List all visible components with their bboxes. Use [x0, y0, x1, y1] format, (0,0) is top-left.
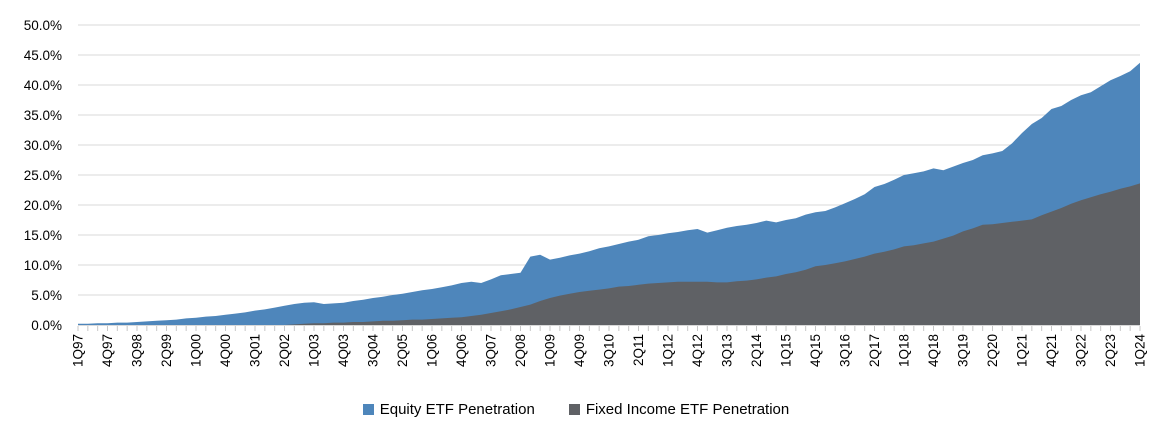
x-axis-label: 2Q23 — [1103, 334, 1118, 367]
x-axis-label: 3Q13 — [720, 334, 735, 367]
legend-item-fixed-income: Fixed Income ETF Penetration — [568, 401, 790, 418]
plot-area: 0.0% 5.0% 10.0% 15.0% 20.0% 25.0% 30.0% 35.0% 40… — [24, 18, 1148, 368]
x-axis-label: 1Q18 — [897, 334, 912, 367]
x-axis-label: 1Q06 — [425, 334, 440, 367]
x-axis-label: 4Q97 — [100, 334, 115, 367]
legend-swatch-equity — [362, 404, 374, 415]
x-axis-label: 2Q17 — [867, 334, 882, 367]
x-axis-label: 2Q11 — [631, 334, 646, 366]
x-axis-label: 2Q14 — [749, 334, 764, 368]
y-axis-label: 10.0% — [24, 258, 62, 273]
y-axis-label: 5.0% — [31, 288, 62, 303]
legend-swatch-fixed-income — [568, 404, 580, 415]
x-axis-label: 3Q16 — [838, 334, 853, 367]
x-axis-label: 3Q98 — [130, 334, 145, 367]
x-axis-label: 1Q00 — [189, 334, 204, 367]
y-axis-label: 25.0% — [24, 168, 62, 183]
x-axis-label: 3Q01 — [248, 334, 263, 367]
legend: Equity ETF Penetration Fixed Income ETF … — [0, 401, 1152, 418]
x-axis-label: 2Q08 — [513, 334, 528, 367]
legend-label-equity: Equity ETF Penetration — [379, 401, 535, 418]
x-axis-label: 1Q24 — [1133, 334, 1148, 368]
y-axis-label: 0.0% — [31, 318, 62, 333]
x-axis-label: 2Q05 — [395, 334, 410, 367]
x-axis-label: 3Q10 — [602, 334, 617, 367]
x-axis-label: 3Q22 — [1074, 334, 1089, 367]
y-axis-label: 35.0% — [24, 108, 62, 123]
x-axis-label: 1Q12 — [661, 334, 676, 367]
x-axis-label: 1Q97 — [71, 334, 86, 367]
x-axis-label: 1Q09 — [543, 334, 558, 367]
fixed-income-area — [78, 183, 1140, 325]
y-axis-label: 30.0% — [24, 138, 62, 153]
x-axis-label: 3Q19 — [956, 334, 971, 367]
x-axis-label: 2Q02 — [277, 334, 292, 367]
x-axis-label: 4Q12 — [690, 334, 705, 367]
x-axis-label: 4Q06 — [454, 334, 469, 367]
y-axis-label: 15.0% — [24, 228, 62, 243]
x-axis-label: 2Q20 — [985, 334, 1000, 367]
x-axis-label: 4Q09 — [572, 334, 587, 367]
y-axis-label: 45.0% — [24, 48, 62, 63]
y-axis-label: 20.0% — [24, 198, 62, 213]
x-axis-label: 4Q15 — [808, 334, 823, 367]
y-axis-label: 50.0% — [24, 18, 62, 33]
x-axis-label: 1Q03 — [307, 334, 322, 367]
x-axis-label: 3Q07 — [484, 334, 499, 367]
x-axis-label: 2Q99 — [159, 334, 174, 367]
x-axis-label: 4Q00 — [218, 334, 233, 367]
y-axis-label: 40.0% — [24, 78, 62, 93]
x-axis-label: 4Q21 — [1044, 334, 1059, 367]
legend-label-fixed-income: Fixed Income ETF Penetration — [585, 401, 790, 418]
x-axis-label: 3Q04 — [366, 334, 381, 368]
legend-item-equity: Equity ETF Penetration — [362, 401, 535, 418]
x-axis-label: 1Q15 — [779, 334, 794, 367]
x-axis-label: 4Q03 — [336, 334, 351, 367]
x-axis-label: 4Q18 — [926, 334, 941, 367]
x-axis-label: 1Q21 — [1015, 334, 1030, 367]
